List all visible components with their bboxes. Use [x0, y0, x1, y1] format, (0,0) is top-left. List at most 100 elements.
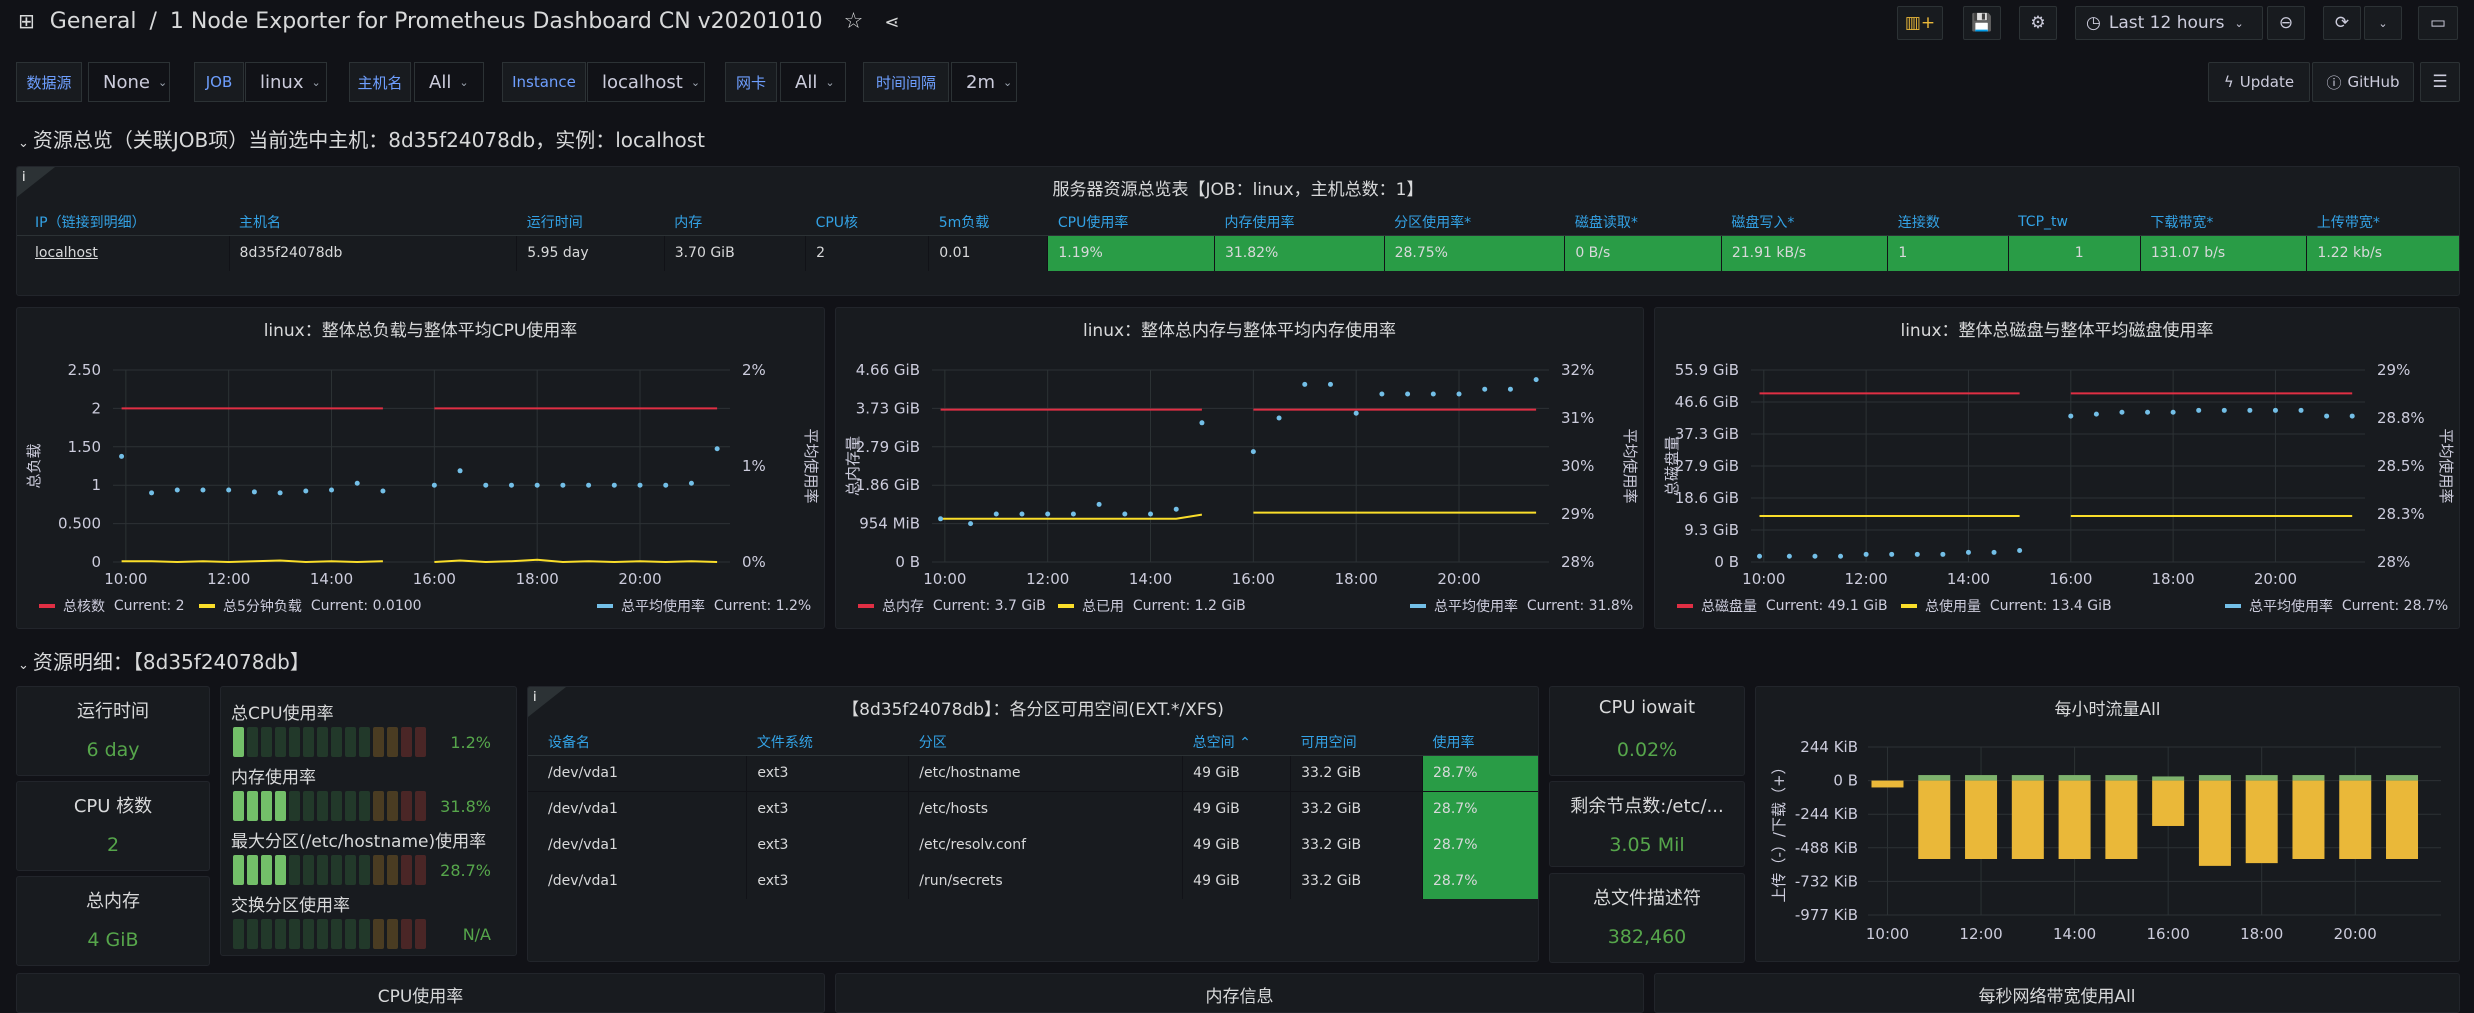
bar: [1918, 775, 1951, 781]
row-detail-title[interactable]: ⌄ 资源明细：【8d35f24078db】: [18, 646, 310, 675]
legend-item[interactable]: 总磁盘量 Current: 49.1 GiB: [1677, 596, 1888, 616]
legend-item[interactable]: 总平均使用率 Current: 31.8%: [1410, 596, 1633, 616]
zoom-out-button[interactable]: ⊖: [2267, 6, 2305, 40]
time-range-label: Last 12 hours: [2108, 13, 2225, 33]
legend-swatch: [1410, 604, 1426, 608]
gauge-cell: [387, 855, 398, 885]
column-header[interactable]: 上传带宽*: [2306, 209, 2459, 236]
memory-chart[interactable]: 4.66 GiB 3.73 GiB 2.79 GiB 1.86 GiB 954 MiB 0…: [836, 308, 1644, 629]
usage-gauges-panel: 总CPU使用率 1.2% 内存使用率 31.8% 最大分区(/etc/hostn…: [220, 686, 517, 956]
host-link[interactable]: localhost: [17, 235, 230, 271]
legend-item[interactable]: 总已用 Current: 1.2 GiB: [1058, 596, 1246, 616]
breadcrumb-home[interactable]: General: [49, 9, 137, 34]
panel-title: 服务器资源总览表【JOB：linux，主机总数：1】: [1052, 180, 1424, 200]
dashboard-title[interactable]: 1 Node Exporter for Prometheus Dashboard…: [169, 9, 823, 34]
column-header[interactable]: 分区使用率*: [1384, 209, 1565, 236]
gauge-cell: [247, 919, 258, 949]
chevron-down-icon: ⌄: [18, 136, 29, 151]
bar: [2011, 780, 2044, 859]
column-header[interactable]: 磁盘读取*: [1564, 209, 1722, 236]
data-point: [1045, 511, 1051, 517]
table-row: /dev/vda1 ext3 /etc/resolv.conf 49 GiB 3…: [528, 827, 1538, 863]
row-overview-title[interactable]: ⌄ 资源总览（关联JOB项）当前选中主机：8d35f24078db，实例：loca…: [18, 124, 705, 153]
legend-swatch: [2225, 604, 2241, 608]
var-label-hostname: 主机名: [349, 62, 411, 102]
legend-item[interactable]: 总平均使用率 Current: 1.2%: [597, 596, 811, 616]
hourly-traffic-chart[interactable]: 244 KiB 0 B -244 KiB -488 KiB -732 KiB -977 K…: [1756, 687, 2460, 962]
y-tick-label: 2: [91, 399, 101, 417]
data-point: [1889, 551, 1895, 557]
column-header[interactable]: CPU核: [805, 209, 929, 236]
table-cell: /dev/vda1: [528, 791, 748, 827]
data-point: [1430, 391, 1436, 397]
column-header[interactable]: 设备名: [528, 729, 747, 756]
time-range-picker[interactable]: ◷ Last 12 hours ⌄: [2075, 6, 2263, 40]
column-header[interactable]: 连接数: [1887, 209, 2009, 236]
table-row: /dev/vda1 ext3 /run/secrets 49 GiB 33.2 …: [528, 863, 1538, 899]
column-header[interactable]: 主机名: [229, 209, 517, 236]
table-cell: 28.7%: [1422, 791, 1538, 827]
data-point: [1173, 506, 1179, 512]
legend-item[interactable]: 总5分钟负载 Current: 0.0100: [199, 596, 422, 616]
data-point: [534, 482, 540, 488]
star-icon[interactable]: ☆: [843, 9, 864, 34]
apps-icon[interactable]: ⊞: [18, 9, 35, 33]
column-header[interactable]: 5m负载: [928, 209, 1048, 236]
column-header[interactable]: 内存使用率: [1214, 209, 1385, 236]
column-header[interactable]: 可用空间: [1290, 729, 1423, 756]
column-header[interactable]: CPU使用率: [1047, 209, 1215, 236]
column-header[interactable]: 下载带宽*: [2140, 209, 2307, 236]
gauge-cell: [345, 919, 356, 949]
var-select-nic[interactable]: All ⌄: [780, 62, 846, 102]
var-select-instance[interactable]: localhost ⌄: [587, 62, 705, 102]
column-header[interactable]: 使用率: [1422, 729, 1538, 756]
data-point: [1786, 553, 1792, 559]
add-panel-button[interactable]: ▥+: [1897, 6, 1943, 40]
chevron-down-icon: ⌄: [311, 75, 321, 89]
gauge-cell: [401, 791, 412, 821]
bar: [2386, 780, 2419, 859]
top-bar: ⊞ General / 1 Node Exporter for Promethe…: [0, 0, 2474, 48]
var-select-datasource[interactable]: None ⌄: [88, 62, 170, 102]
stat-title: 运行时间: [77, 701, 149, 722]
column-header[interactable]: 磁盘写入*: [1721, 209, 1888, 236]
legend-item[interactable]: 总平均使用率 Current: 28.7%: [2225, 596, 2448, 616]
column-header[interactable]: TCP_tw: [2008, 209, 2141, 236]
refresh-interval-button[interactable]: ⌄: [2364, 6, 2402, 40]
data-point: [1096, 501, 1102, 507]
legend-item[interactable]: 总使用量 Current: 13.4 GiB: [1901, 596, 2112, 616]
gauge-cell: [261, 727, 272, 757]
data-point: [1276, 415, 1282, 421]
chevron-down-icon: ⌄: [157, 75, 168, 89]
share-icon[interactable]: ⋖: [884, 12, 900, 33]
legend-item[interactable]: 总内存 Current: 3.7 GiB: [858, 596, 1046, 616]
column-header[interactable]: 总空间 ⌃: [1182, 729, 1291, 756]
bar: [2198, 775, 2231, 781]
refresh-button[interactable]: ⟳: [2323, 6, 2361, 40]
column-header[interactable]: 运行时间: [516, 209, 665, 236]
stat-title: CPU 核数: [73, 796, 153, 817]
memory-chart-panel: linux：整体总内存与整体平均内存使用率 4.66 GiB 3.73 GiB 2.…: [835, 307, 1644, 629]
var-select-interval[interactable]: 2m ⌄: [951, 62, 1017, 102]
gauge-cell: [373, 855, 384, 885]
column-header[interactable]: IP（链接到明细）: [17, 209, 230, 236]
table-header-row: 设备名 文件系统 分区 总空间 ⌃ 可用空间 使用率: [528, 729, 1538, 756]
gauge-label: 总CPU使用率: [231, 704, 334, 724]
menu-button[interactable]: ☰: [2420, 62, 2460, 102]
legend-item[interactable]: 总核数 Current: 2: [39, 596, 185, 616]
data-point: [1148, 511, 1154, 517]
data-point: [560, 482, 566, 488]
var-select-job[interactable]: linux ⌄: [245, 62, 327, 102]
var-select-hostname[interactable]: All ⌄: [414, 62, 484, 102]
column-header[interactable]: 文件系统: [746, 729, 909, 756]
github-link[interactable]: ⓘ GitHub: [2312, 62, 2414, 102]
dashboard-settings-button[interactable]: ⚙: [2019, 6, 2057, 40]
save-dashboard-button[interactable]: 💾: [1963, 6, 2001, 40]
column-header[interactable]: 内存: [664, 209, 806, 236]
update-link[interactable]: ϟ Update: [2208, 62, 2310, 102]
series-line: [940, 513, 1203, 520]
cpu-load-chart[interactable]: 2.50 2 1.50 1 0.500 0 2% 1% 0% 10:00 12:00 14:00 16:…: [17, 308, 825, 629]
tv-mode-button[interactable]: ▭: [2418, 6, 2458, 40]
column-header[interactable]: 分区: [908, 729, 1183, 756]
disk-chart[interactable]: 55.9 GiB 46.6 GiB 37.3 GiB 27.9 GiB 18.6 GiB…: [1655, 308, 2460, 629]
